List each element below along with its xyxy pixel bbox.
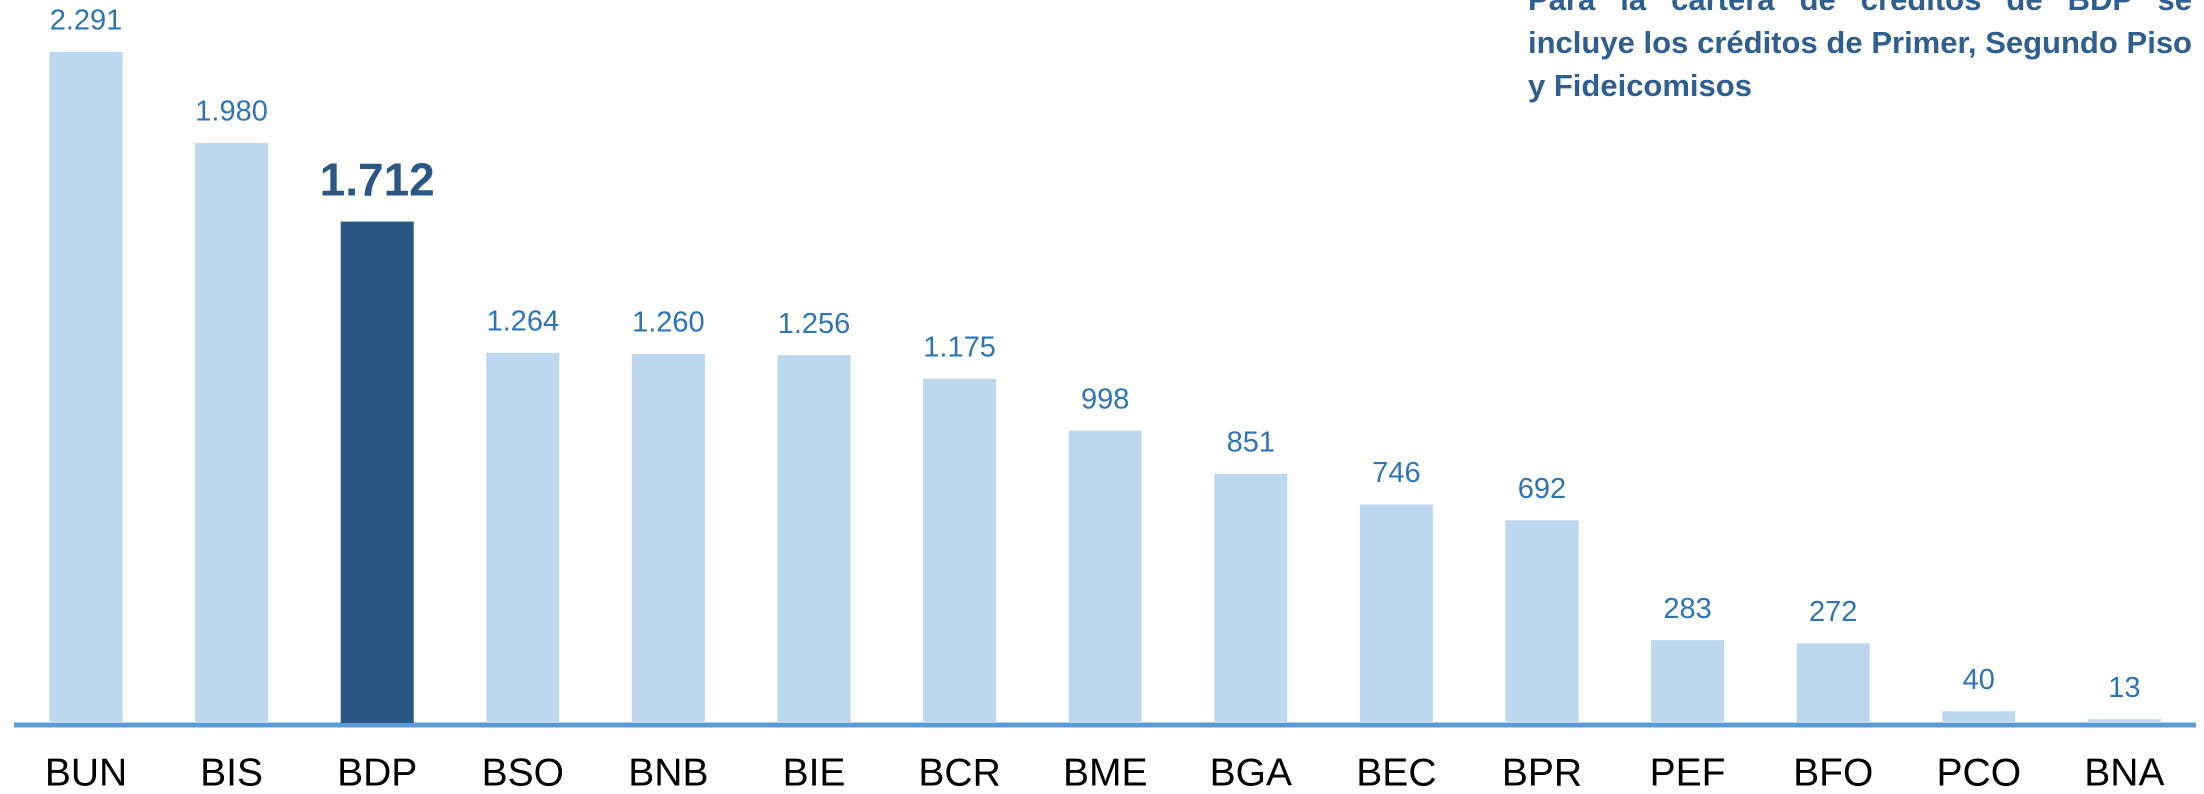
x-tick-label: PEF: [1650, 751, 1726, 794]
bar: [1651, 640, 1725, 723]
annotation-box: Para la cartera de créditos de BDP se in…: [1528, 0, 2192, 103]
bar: [49, 52, 123, 723]
value-label: 272: [1809, 596, 1857, 628]
value-label: 1.264: [487, 305, 560, 337]
x-tick-label: BIS: [200, 751, 263, 794]
x-tick-label: BDP: [337, 751, 417, 794]
value-label: 13: [2108, 672, 2140, 704]
bar: [486, 352, 560, 723]
value-label: 851: [1227, 426, 1275, 458]
x-tick-label: BNB: [628, 751, 708, 794]
bar: [1942, 711, 2016, 723]
x-tick-label: BCR: [918, 751, 1000, 794]
bar: [777, 355, 851, 723]
x-tick-label: BFO: [1793, 751, 1873, 794]
bar: [2087, 719, 2161, 723]
value-label: 1.260: [632, 307, 705, 339]
x-tick-label: BGA: [1210, 751, 1292, 794]
bar: [340, 221, 414, 723]
value-label: 1.980: [195, 96, 268, 128]
bar: [923, 378, 997, 723]
x-tick-label: BUN: [45, 751, 127, 794]
value-label: 746: [1372, 457, 1420, 489]
bar: [1796, 643, 1870, 723]
bar: [1068, 430, 1142, 723]
x-tick-label: BPR: [1502, 751, 1582, 794]
x-tick-label: BSO: [482, 751, 564, 794]
x-tick-label: BEC: [1356, 751, 1436, 794]
value-label: 2.291: [50, 5, 123, 37]
value-label: 40: [1963, 664, 1995, 696]
bar: [195, 143, 269, 724]
x-tick-label: BIE: [783, 751, 846, 794]
value-label: 283: [1663, 593, 1711, 625]
value-label: 1.256: [778, 308, 851, 340]
bar: [1214, 473, 1288, 723]
x-tick-label: BNA: [2084, 751, 2164, 794]
value-label: 1.712: [320, 154, 435, 206]
value-label: 692: [1518, 473, 1566, 505]
bar: [1359, 504, 1433, 723]
value-label: 998: [1081, 383, 1129, 415]
annotation: Para la cartera de créditos de BDP se in…: [1528, 0, 2192, 103]
x-tick-label: PCO: [1937, 751, 2022, 794]
value-label: 1.175: [923, 332, 996, 364]
bar: [631, 353, 705, 723]
bar: [1505, 520, 1579, 723]
x-tick-label: BME: [1063, 751, 1148, 794]
